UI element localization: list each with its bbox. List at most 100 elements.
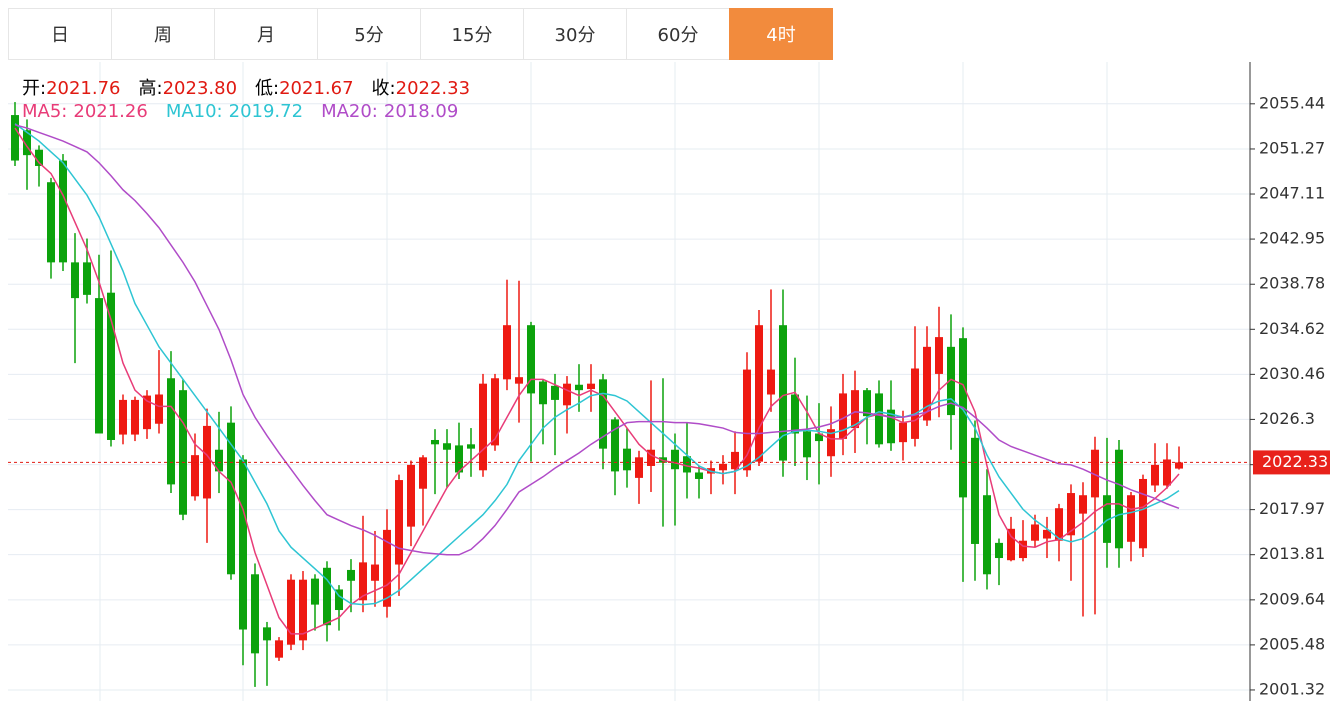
y-tick-label: 2051.27 [1259, 138, 1325, 157]
candle-body [599, 379, 607, 449]
candle-body [47, 182, 55, 263]
candle-body [899, 422, 907, 443]
candle-body [527, 325, 535, 394]
candle-body [743, 369, 751, 471]
quote-label: 收: [371, 78, 396, 99]
quote-item: 开:2021.76 [22, 74, 121, 100]
candle-body [587, 383, 595, 390]
y-tick-label: 2026.3 [1259, 409, 1315, 428]
candle-body [635, 457, 643, 478]
y-tick-label: 2055.44 [1259, 93, 1325, 112]
candle-body [395, 480, 403, 565]
candle-body [119, 399, 127, 435]
candle-body [371, 564, 379, 581]
candle-body [959, 338, 967, 498]
candle-body [359, 562, 367, 601]
period-tab[interactable]: 30分 [523, 8, 627, 60]
candle-body [611, 419, 619, 472]
candle-body [767, 369, 775, 395]
candle-body [71, 262, 79, 299]
candle-body [1115, 449, 1123, 549]
candle-body [311, 578, 319, 605]
candle-body [35, 149, 43, 166]
period-tab[interactable]: 日 [8, 8, 112, 60]
candle-body [683, 456, 691, 473]
candle-body [299, 579, 307, 641]
candle-body [407, 464, 415, 527]
candle-body [875, 393, 883, 445]
candle-body [923, 346, 931, 421]
candle-body [1019, 540, 1027, 559]
candle-body [1103, 495, 1111, 543]
candle-body [23, 130, 31, 156]
candle-body [791, 394, 799, 434]
candle-body [227, 422, 235, 575]
candle-body [995, 542, 1003, 559]
y-tick-label: 2042.95 [1259, 229, 1325, 248]
legend-name: MA5: [22, 101, 68, 122]
candle-body [983, 495, 991, 575]
candle-body [167, 378, 175, 485]
period-tab[interactable]: 60分 [626, 8, 730, 60]
candle-body [863, 390, 871, 417]
candle-body [251, 574, 259, 654]
candle-body [1091, 449, 1099, 498]
period-tab[interactable]: 月 [214, 8, 318, 60]
candle-body [503, 325, 511, 380]
quote-value: 2021.76 [46, 78, 121, 99]
candle-body [155, 394, 163, 424]
period-tab[interactable]: 5分 [317, 8, 421, 60]
candle-body [83, 262, 91, 295]
candle-body [95, 298, 103, 434]
quote-label: 低: [255, 78, 280, 99]
quote-label: 高: [138, 78, 163, 99]
candle-body [143, 395, 151, 430]
legend-name: MA10: [165, 101, 223, 122]
candle-body [1175, 462, 1183, 469]
candle-body [779, 325, 787, 461]
candle-body [419, 457, 427, 489]
y-tick-label: 2038.78 [1259, 274, 1325, 293]
candle-body [1043, 529, 1051, 539]
candle-body [887, 409, 895, 444]
last-price-label: 2022.33 [1262, 452, 1328, 471]
y-tick-label: 2017.97 [1259, 499, 1325, 518]
candle-body [719, 463, 727, 471]
candle-body [911, 368, 919, 439]
legend-name: MA20: [321, 101, 378, 122]
y-tick-label: 2005.48 [1259, 634, 1325, 653]
candle-body [551, 385, 559, 400]
period-tabs: 日周月 5分 15分 30分 60分 4时 [8, 8, 833, 62]
candle-body [479, 383, 487, 471]
period-tab[interactable]: 周 [111, 8, 215, 60]
candle-body [431, 439, 439, 445]
candle-body [731, 451, 739, 470]
candle-body [971, 437, 979, 544]
candle-body [1007, 528, 1015, 561]
ma-line [14, 127, 1180, 635]
legend-value: 2021.26 [73, 101, 148, 122]
candle-body [383, 529, 391, 607]
quote-label: 开: [22, 78, 47, 99]
candle-body [1067, 493, 1075, 536]
candle-body [323, 567, 331, 626]
candle-body [623, 448, 631, 471]
candle-body [443, 443, 451, 450]
candle-body [839, 393, 847, 439]
legend-item: MA5: 2021.26 [22, 101, 148, 122]
legend-value: 2019.72 [228, 101, 304, 122]
period-tab[interactable]: 4时 [729, 8, 833, 60]
candle-body [1031, 524, 1039, 541]
period-tab[interactable]: 15分 [420, 8, 524, 60]
candle-body [563, 383, 571, 406]
legend: MA5: 2021.26 MA10: 2019.72 MA20: 2018.09 [22, 101, 458, 122]
y-tick-label: 2013.81 [1259, 544, 1325, 563]
y-tick-label: 2009.64 [1259, 589, 1325, 608]
candle-body [695, 472, 703, 479]
candle-body [335, 589, 343, 611]
y-tick-label: 2047.11 [1259, 184, 1325, 203]
candle-body [347, 569, 355, 581]
candle-body [1139, 478, 1147, 549]
candle-body [827, 429, 835, 457]
candle-body [1127, 495, 1135, 542]
